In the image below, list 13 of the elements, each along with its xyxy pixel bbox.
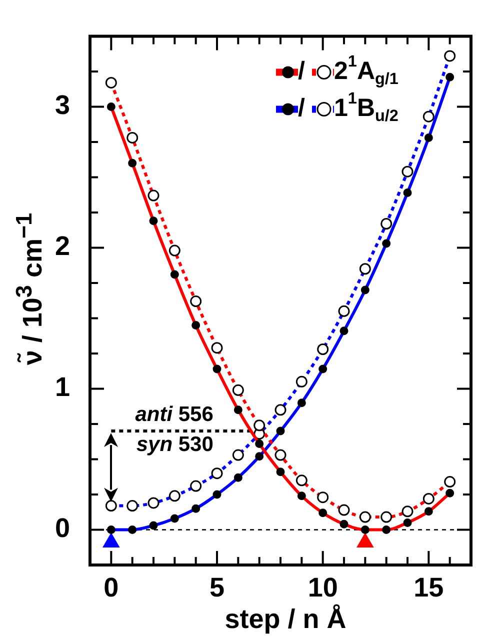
y-tick-label: 2 [54,231,70,262]
annotation: syn 530 [136,432,214,456]
y-tick-label: 0 [54,513,70,544]
x-tick-label: 10 [308,572,338,603]
legend-label: / [298,94,305,122]
x-tick-label: 5 [209,572,225,603]
annotation: anti 556 [135,402,214,426]
y-tick-label: 3 [54,90,70,120]
x-tick-label: 15 [414,572,444,603]
x-tick-label: 0 [104,572,119,603]
y-tick-label: 1 [54,372,70,402]
legend-label: / [298,57,305,86]
x-axis-title: step / n Å [224,604,348,635]
